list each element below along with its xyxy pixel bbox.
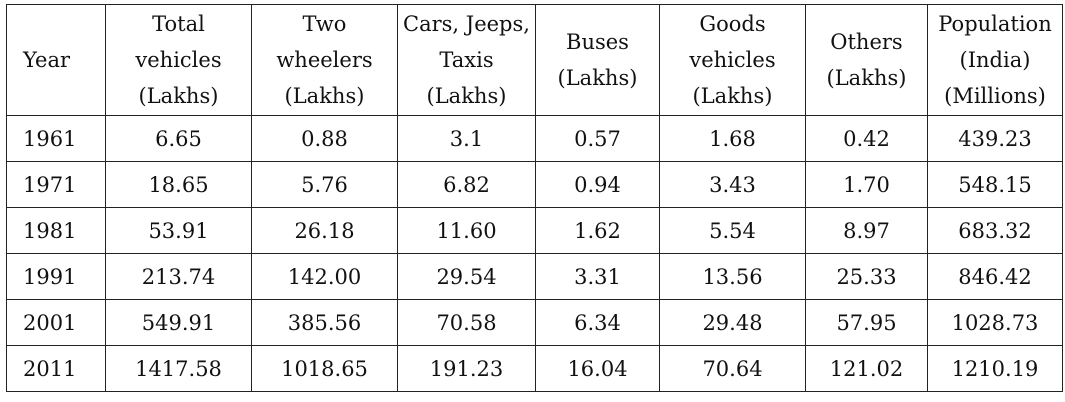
cell-total-vehicles: 6.65 <box>105 115 252 162</box>
cell-year: 1981 <box>6 207 106 254</box>
cell-population: 846.42 <box>927 253 1063 300</box>
cell-year: 2011 <box>6 345 106 392</box>
header-cars-jeeps-taxis: Cars, Jeeps, Taxis (Lakhs) <box>397 4 536 116</box>
cell-population: 683.32 <box>927 207 1063 254</box>
cell-population: 548.15 <box>927 161 1063 208</box>
cell-two-wheelers: 5.76 <box>251 161 398 208</box>
cell-buses: 6.34 <box>535 299 660 346</box>
cell-population: 1210.19 <box>927 345 1063 392</box>
cell-cars-jeeps-taxis: 29.54 <box>397 253 536 300</box>
table-row: 1971 18.65 5.76 6.82 0.94 3.43 1.70 548.… <box>6 161 1063 208</box>
cell-total-vehicles: 53.91 <box>105 207 252 254</box>
header-others: Others (Lakhs) <box>805 4 928 116</box>
cell-two-wheelers: 1018.65 <box>251 345 398 392</box>
cell-others: 25.33 <box>805 253 928 300</box>
cell-total-vehicles: 1417.58 <box>105 345 252 392</box>
cell-buses: 0.57 <box>535 115 660 162</box>
table-row: 1961 6.65 0.88 3.1 0.57 1.68 0.42 439.23 <box>6 115 1063 162</box>
cell-cars-jeeps-taxis: 191.23 <box>397 345 536 392</box>
header-row: Year Total vehicles (Lakhs) Two wheelers… <box>6 4 1063 116</box>
cell-year: 1991 <box>6 253 106 300</box>
header-year: Year <box>6 4 106 116</box>
cell-cars-jeeps-taxis: 3.1 <box>397 115 536 162</box>
cell-others: 0.42 <box>805 115 928 162</box>
vehicle-population-table-container: Year Total vehicles (Lakhs) Two wheelers… <box>6 4 1063 392</box>
cell-goods-vehicles: 3.43 <box>659 161 806 208</box>
cell-others: 8.97 <box>805 207 928 254</box>
cell-others: 1.70 <box>805 161 928 208</box>
cell-two-wheelers: 0.88 <box>251 115 398 162</box>
cell-two-wheelers: 26.18 <box>251 207 398 254</box>
header-total-vehicles: Total vehicles (Lakhs) <box>105 4 252 116</box>
cell-goods-vehicles: 29.48 <box>659 299 806 346</box>
table-row: 2001 549.91 385.56 70.58 6.34 29.48 57.9… <box>6 299 1063 346</box>
cell-goods-vehicles: 1.68 <box>659 115 806 162</box>
cell-buses: 0.94 <box>535 161 660 208</box>
cell-cars-jeeps-taxis: 11.60 <box>397 207 536 254</box>
cell-goods-vehicles: 5.54 <box>659 207 806 254</box>
cell-cars-jeeps-taxis: 70.58 <box>397 299 536 346</box>
cell-population: 439.23 <box>927 115 1063 162</box>
cell-year: 1961 <box>6 115 106 162</box>
cell-others: 121.02 <box>805 345 928 392</box>
cell-year: 1971 <box>6 161 106 208</box>
cell-buses: 1.62 <box>535 207 660 254</box>
cell-goods-vehicles: 13.56 <box>659 253 806 300</box>
cell-two-wheelers: 385.56 <box>251 299 398 346</box>
table-row: 1991 213.74 142.00 29.54 3.31 13.56 25.3… <box>6 253 1063 300</box>
cell-goods-vehicles: 70.64 <box>659 345 806 392</box>
header-buses: Buses (Lakhs) <box>535 4 660 116</box>
cell-buses: 16.04 <box>535 345 660 392</box>
vehicle-population-table: Year Total vehicles (Lakhs) Two wheelers… <box>6 4 1063 392</box>
header-two-wheelers: Two wheelers (Lakhs) <box>251 4 398 116</box>
table-row: 2011 1417.58 1018.65 191.23 16.04 70.64 … <box>6 345 1063 392</box>
cell-year: 2001 <box>6 299 106 346</box>
cell-total-vehicles: 213.74 <box>105 253 252 300</box>
cell-total-vehicles: 18.65 <box>105 161 252 208</box>
header-goods-vehicles: Goods vehicles (Lakhs) <box>659 4 806 116</box>
table-row: 1981 53.91 26.18 11.60 1.62 5.54 8.97 68… <box>6 207 1063 254</box>
cell-population: 1028.73 <box>927 299 1063 346</box>
cell-two-wheelers: 142.00 <box>251 253 398 300</box>
cell-buses: 3.31 <box>535 253 660 300</box>
cell-cars-jeeps-taxis: 6.82 <box>397 161 536 208</box>
cell-total-vehicles: 549.91 <box>105 299 252 346</box>
header-population: Population (India) (Millions) <box>927 4 1063 116</box>
cell-others: 57.95 <box>805 299 928 346</box>
